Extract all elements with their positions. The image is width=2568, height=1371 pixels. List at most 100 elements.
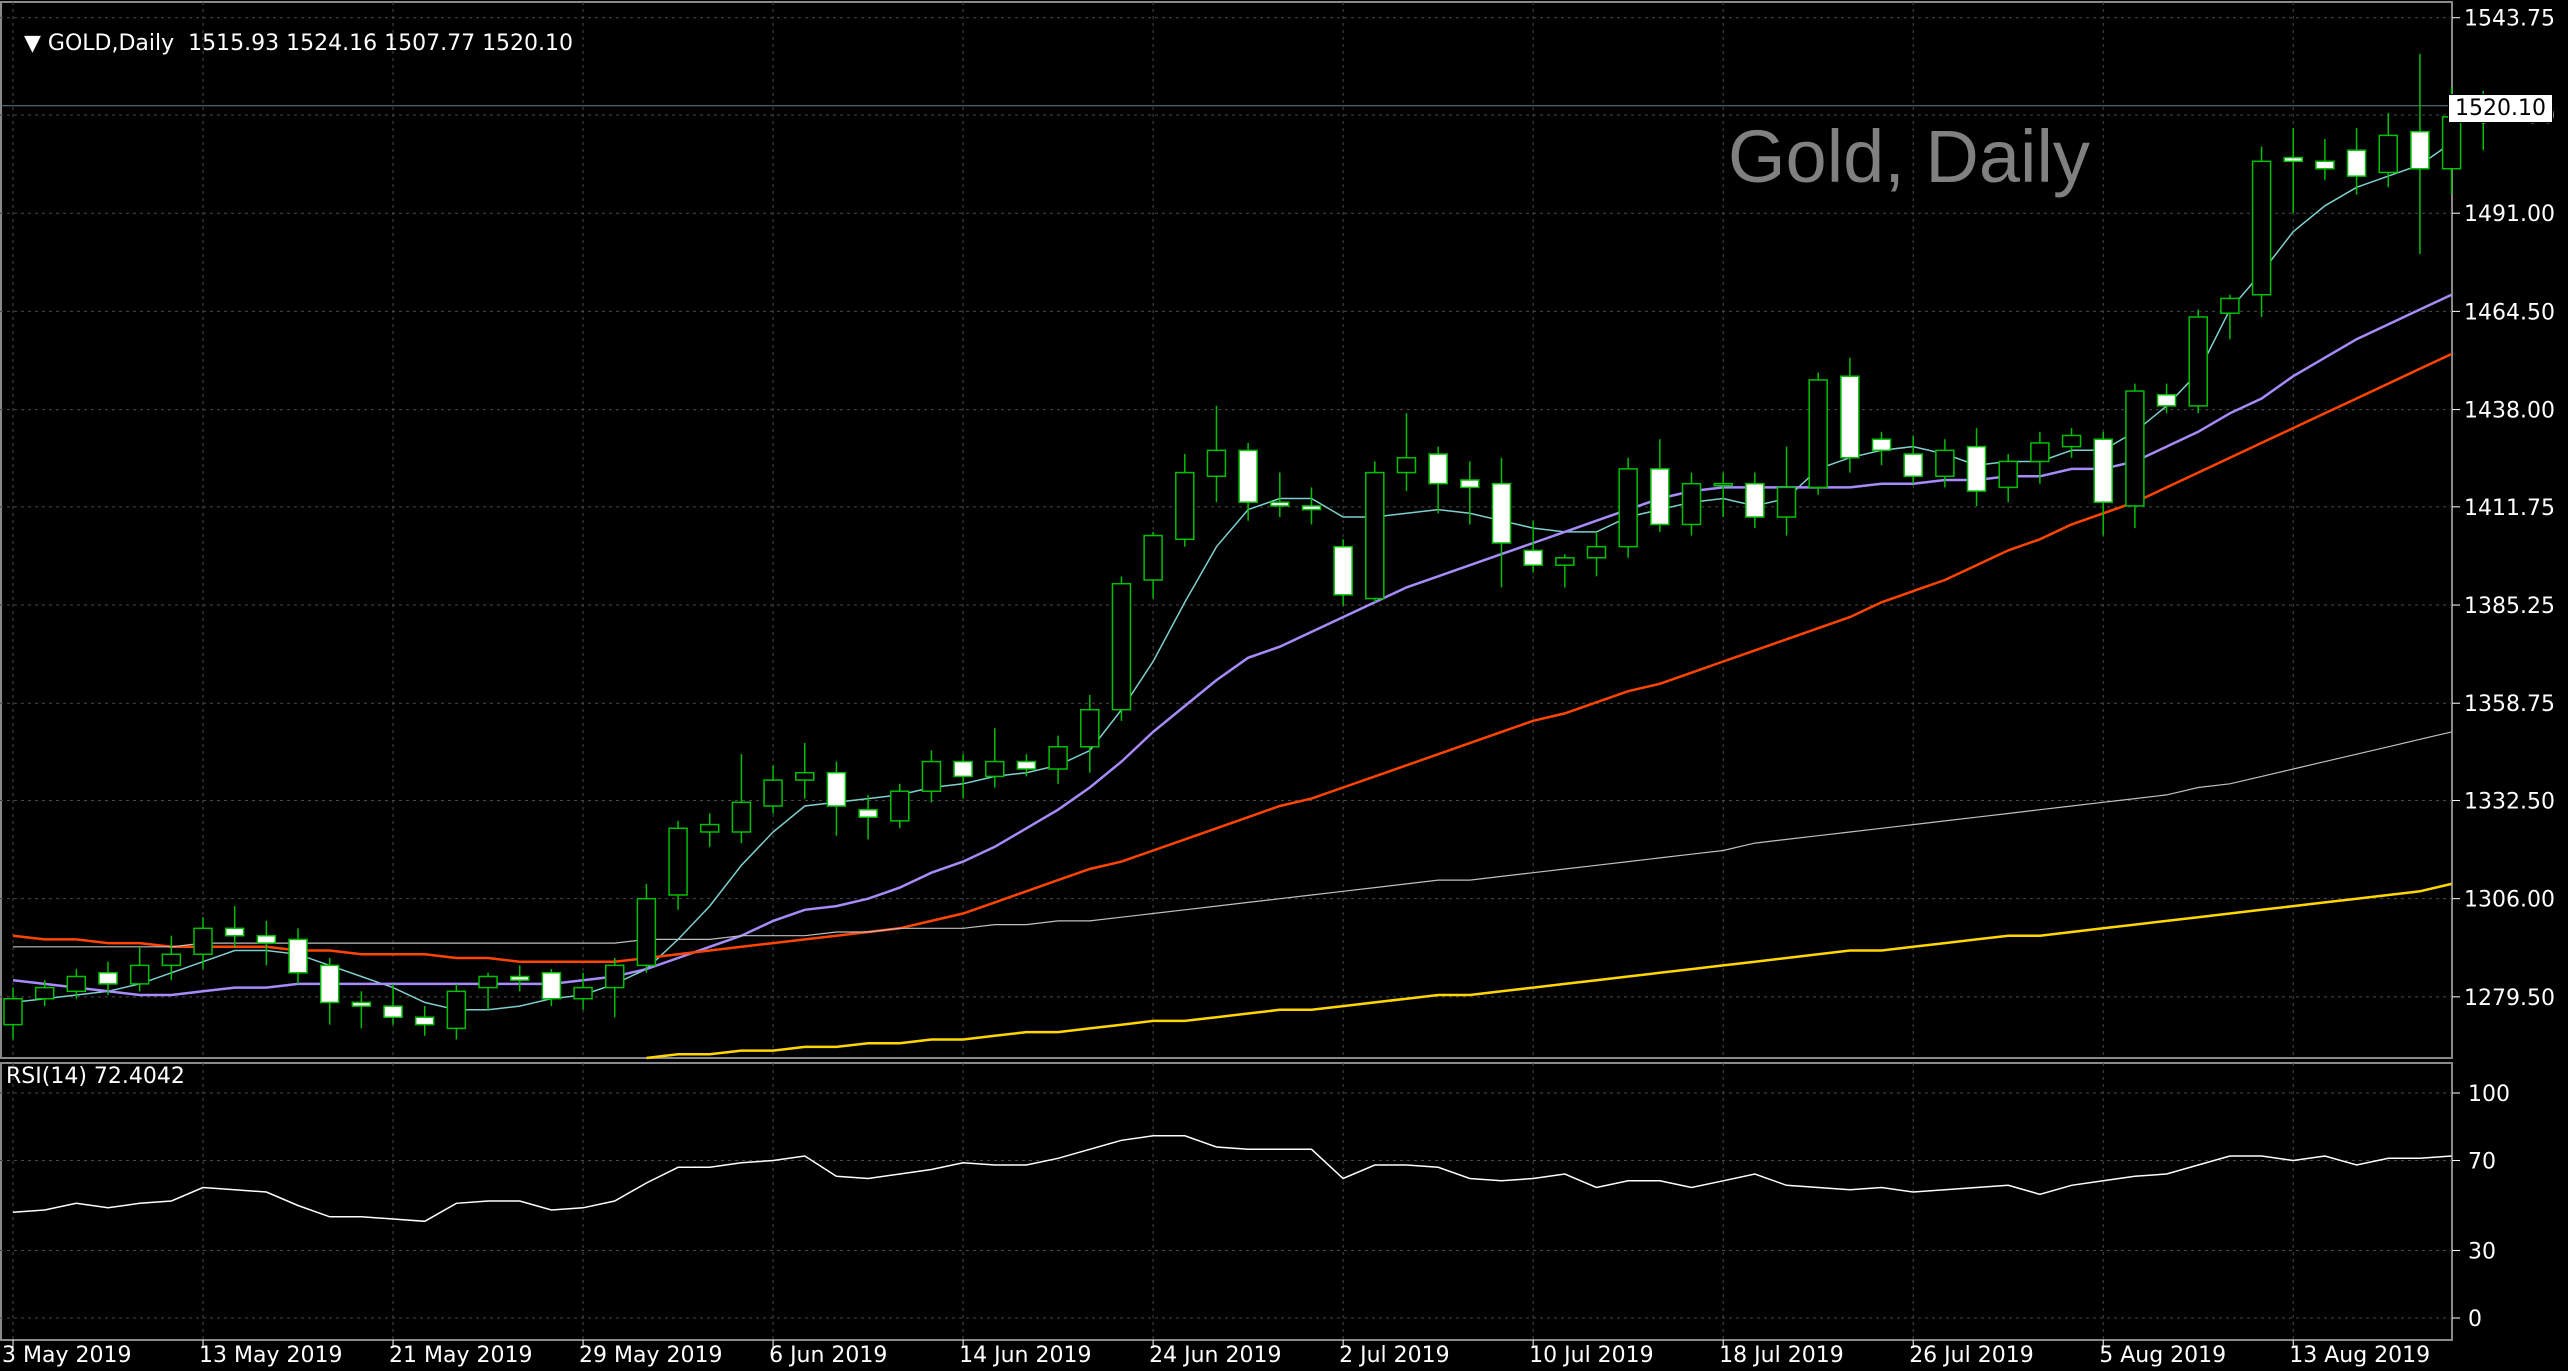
ma-long-line <box>13 731 2452 948</box>
candle <box>858 794 878 840</box>
candle-body <box>763 779 783 807</box>
candle-body <box>1016 760 1037 770</box>
candle-body <box>446 990 467 1030</box>
candle-body <box>1713 482 1733 487</box>
candle <box>1586 531 1607 577</box>
candle-body <box>1523 549 1543 566</box>
candle <box>1048 735 1068 784</box>
candle <box>2378 113 2398 188</box>
candle-body <box>1618 468 1638 548</box>
candle-body <box>604 964 625 989</box>
candle-body <box>1555 557 1575 566</box>
candle-body <box>731 801 752 833</box>
candle <box>2188 309 2208 414</box>
candle-body <box>985 760 1005 778</box>
candle-body <box>256 934 277 944</box>
candle <box>2283 127 2303 214</box>
date-tick-label: 13 May 2019 <box>199 1343 342 1368</box>
candle-body <box>699 823 720 833</box>
candle <box>953 754 973 799</box>
candle-body <box>1301 505 1322 511</box>
chart-header[interactable]: ▼ GOLD,Daily 1515.93 1524.16 1507.77 152… <box>10 6 573 56</box>
price-tick-label: 1491.00 <box>2464 202 2555 227</box>
candle-body <box>1175 471 1195 541</box>
candle-body <box>1365 471 1385 600</box>
candle-body <box>1206 449 1227 478</box>
candle-body <box>636 897 657 967</box>
candle <box>1396 413 1417 492</box>
candle <box>699 813 720 847</box>
candle <box>1333 539 1353 606</box>
price-tick-label: 1358.75 <box>2464 692 2555 717</box>
candle-body <box>224 927 245 937</box>
candle <box>1016 754 1037 777</box>
candle-body <box>2441 116 2462 170</box>
price-tick-label: 1332.50 <box>2464 789 2555 814</box>
candle <box>1491 457 1512 588</box>
candle-body <box>66 975 87 993</box>
ma-mid-line <box>12 293 2453 997</box>
price-tick-label: 1306.00 <box>2464 888 2555 913</box>
candle <box>383 983 403 1025</box>
candle <box>2251 146 2272 317</box>
candle <box>1935 439 1955 488</box>
rsi-tick-label: 30 <box>2468 1240 2496 1265</box>
candle <box>1175 454 1195 547</box>
candle-body <box>2315 160 2335 170</box>
candle-body <box>890 790 910 822</box>
candle <box>2410 53 2430 254</box>
price-tick-label: 1411.75 <box>2464 496 2555 521</box>
price-tick-label: 1279.50 <box>2464 986 2555 1011</box>
candle-body <box>2188 316 2208 407</box>
candle-body <box>1871 438 1892 452</box>
candle <box>1776 446 1797 536</box>
candle-body <box>1745 482 1765 518</box>
candle <box>1966 428 1987 506</box>
candle <box>1555 554 1575 588</box>
candle-body <box>668 827 688 896</box>
candle <box>636 883 657 973</box>
collapse-triangle-icon[interactable]: ▼ <box>24 31 48 56</box>
date-tick-label: 24 Jun 2019 <box>1149 1343 1281 1368</box>
candle-body <box>2156 394 2177 407</box>
candle-body <box>2061 434 2082 448</box>
symbol-label: GOLD,Daily <box>47 31 175 56</box>
candle-body <box>1143 534 1163 581</box>
candle <box>478 972 498 1010</box>
candle-body <box>288 938 308 974</box>
ohlc-values: 1515.93 1524.16 1507.77 1520.10 <box>188 31 574 56</box>
date-tick-label: 21 May 2019 <box>389 1343 532 1368</box>
candle-body <box>1681 482 1702 526</box>
candle <box>224 906 245 947</box>
date-tick-label: 18 Jul 2019 <box>1719 1343 1844 1368</box>
candle-body <box>414 1016 435 1026</box>
candle-body <box>858 808 878 818</box>
candle <box>3 987 23 1040</box>
candle <box>1080 694 1100 773</box>
candle <box>1745 472 1765 529</box>
candle <box>446 983 467 1040</box>
candle <box>1460 461 1480 525</box>
rsi-panel <box>12 1135 2452 1223</box>
candle <box>34 980 55 1007</box>
date-tick-label: 3 May 2019 <box>2 1343 131 1368</box>
candle-body <box>98 972 118 985</box>
candle-body <box>1270 501 1290 507</box>
candle <box>921 750 942 803</box>
moving-average-lines <box>12 142 2453 1060</box>
candle <box>1713 472 1733 518</box>
rsi-tick-label: 100 <box>2468 1082 2510 1107</box>
candle <box>2346 127 2367 195</box>
candle <box>1998 454 2018 503</box>
candle-body <box>1586 545 1607 559</box>
candle <box>1111 576 1132 721</box>
price-tick-label: 1543.75 <box>2464 7 2555 32</box>
candle <box>1808 372 1828 495</box>
candle-body <box>2283 156 2303 163</box>
candle-body <box>161 953 182 967</box>
rsi-header: RSI(14) 72.4042 <box>6 1064 185 1089</box>
candle-body <box>921 760 942 792</box>
candle <box>1681 472 1702 536</box>
candle <box>2315 139 2335 180</box>
